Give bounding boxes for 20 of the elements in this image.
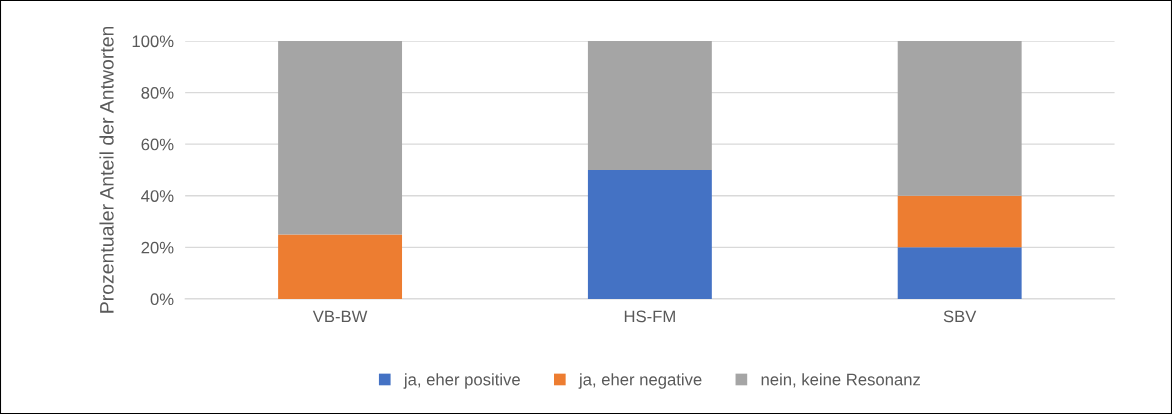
y-tick-label: 0% xyxy=(150,293,174,306)
bar xyxy=(278,234,403,299)
y-tick-label: 60% xyxy=(141,138,174,151)
x-tick-label: SBV xyxy=(943,310,977,323)
bar xyxy=(587,169,712,299)
x-tick-label: VB-BW xyxy=(312,310,368,323)
y-tick-label: 40% xyxy=(141,190,174,202)
legend-label: ja, eher negative xyxy=(578,373,702,389)
y-tick-label: 20% xyxy=(141,241,174,254)
y-tick-label: 100% xyxy=(132,35,174,48)
legend-label: nein, keine Resonanz xyxy=(761,373,920,388)
y-tick-label: 80% xyxy=(141,86,174,99)
bar xyxy=(587,40,712,170)
legend-label: ja, eher positive xyxy=(403,373,520,389)
bar xyxy=(897,195,1022,248)
bar xyxy=(897,40,1022,196)
x-tick-label: HS-FM xyxy=(624,310,675,323)
y-axis-title: Prozentualer Anteil der Antworten xyxy=(99,26,114,313)
bar xyxy=(278,40,403,235)
bar xyxy=(897,247,1022,299)
